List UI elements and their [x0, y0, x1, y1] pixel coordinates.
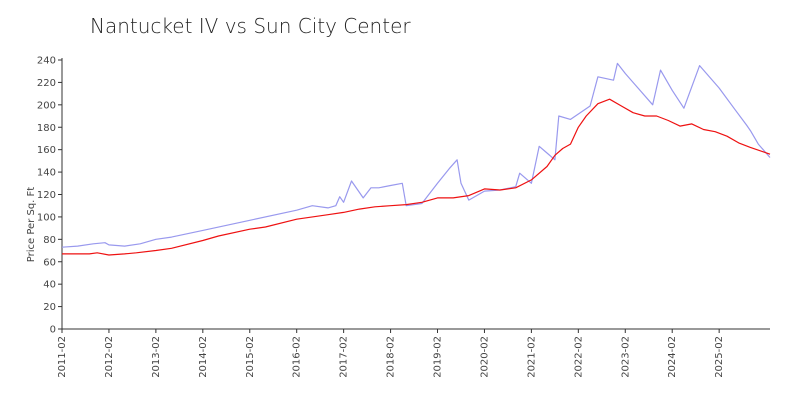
axes-group: 0 20 40 60 80 100 120 140 160 180 200 220 240 2011-02…	[37, 56, 770, 378]
y-tick-label: 40	[43, 280, 56, 291]
x-tick-label: 2023-02	[620, 336, 631, 378]
y-tick-label: 160	[37, 145, 56, 156]
y-axis-label: Price Per Sq. Ft	[26, 187, 37, 262]
x-tick-label: 2016-02	[292, 336, 303, 378]
y-tick-label: 80	[43, 235, 56, 246]
x-tick-label: 2022-02	[573, 336, 584, 378]
y-tick-label: 120	[37, 190, 56, 201]
x-tick-label: 2011-02	[57, 336, 68, 378]
x-tick-label: 2012-02	[104, 336, 115, 378]
x-tick-label: 2017-02	[339, 336, 350, 378]
y-tick-label: 20	[43, 302, 56, 313]
y-tick-label: 220	[37, 78, 56, 89]
y-tick-label: 180	[37, 123, 56, 134]
x-tick-label: 2018-02	[386, 336, 397, 378]
series-group	[61, 62, 771, 256]
y-tick-label: 200	[37, 100, 56, 111]
x-tick-label: 2025-02	[714, 336, 725, 378]
x-tick-label: 2021-02	[526, 336, 537, 378]
x-tick-label: 2014-02	[198, 336, 209, 378]
x-tick-label: 2013-02	[151, 336, 162, 378]
x-tick-label: 2015-02	[245, 336, 256, 378]
y-tick-label: 60	[43, 257, 56, 268]
y-tick-label: 100	[37, 212, 56, 223]
y-axis-label-group: Price Per Sq. Ft	[26, 187, 37, 262]
x-tick-label: 2024-02	[667, 336, 678, 378]
y-tick-label: 140	[37, 168, 56, 179]
y-tick-label: 0	[50, 325, 56, 336]
series-line-2	[62, 98, 771, 256]
x-tick-label: 2019-02	[433, 336, 444, 378]
x-tick-label: 2020-02	[479, 336, 490, 378]
chart-title: Nantucket IV vs Sun City Center	[90, 14, 411, 38]
y-tick-label: 240	[37, 56, 56, 67]
series-line-1	[61, 62, 771, 248]
